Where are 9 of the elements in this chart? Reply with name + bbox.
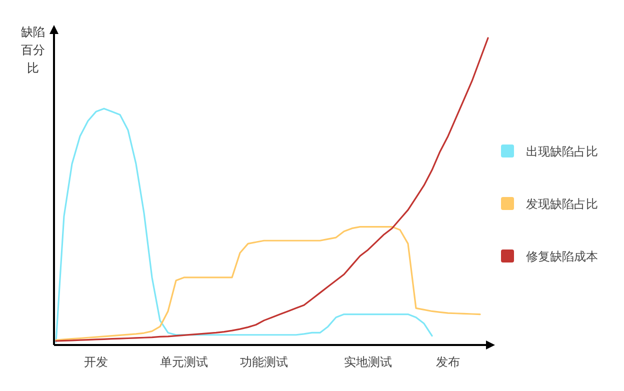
x-tick-label: 开发: [84, 355, 108, 369]
x-tick-label: 单元测试: [160, 355, 208, 369]
legend-label: 发现缺陷占比: [526, 197, 598, 211]
y-axis-title: 缺陷百分比: [21, 25, 45, 75]
legend-label: 修复缺陷成本: [526, 250, 598, 264]
x-tick-label: 发布: [436, 355, 460, 369]
x-tick-label: 实地测试: [344, 355, 392, 369]
x-tick-label: 功能测试: [240, 355, 288, 369]
legend-label: 出现缺陷占比: [526, 144, 598, 158]
